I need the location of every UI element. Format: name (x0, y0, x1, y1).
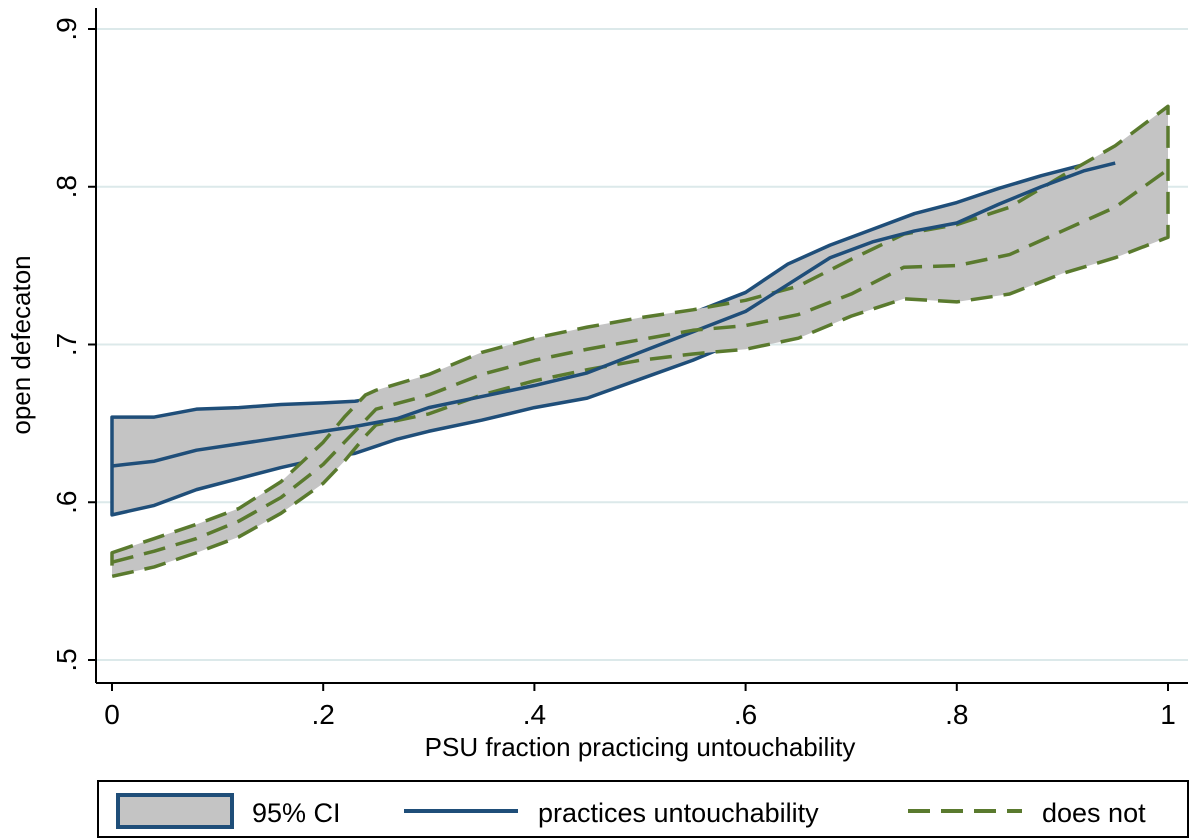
legend-label-dashed: does not (1042, 798, 1146, 828)
axes: .5 .6 .7 .8 .9 0 .2 .4 .6 .8 1 (51, 8, 1188, 730)
y-tick-label-0: .5 (51, 648, 82, 671)
y-tick-label-3: .8 (51, 175, 82, 198)
x-tick-label-1: .2 (312, 699, 335, 730)
ci-band-outline-1 (110, 104, 1170, 579)
legend-box (97, 780, 1189, 838)
y-tick-label-2: .7 (51, 333, 82, 356)
x-tick-label-5: 1 (1160, 699, 1176, 730)
y-tick-label-1: .6 (51, 491, 82, 514)
x-tick-label-2: .4 (523, 699, 546, 730)
x-tick-label-0: 0 (104, 699, 120, 730)
x-tick-label-4: .8 (945, 699, 968, 730)
series-line-0 (111, 161, 1116, 468)
legend: 95% CI practices untouchability does not (97, 780, 1189, 838)
x-axis-title: PSU fraction practicing untouchability (425, 732, 856, 762)
legend-label-ci: 95% CI (252, 798, 341, 828)
legend-key-ci (116, 793, 234, 829)
series-line-1 (111, 167, 1170, 564)
y-axis-title: open defecaton (6, 255, 36, 434)
ci-band-1 (112, 106, 1168, 577)
ci-bands (110, 104, 1170, 579)
series-lines (111, 161, 1170, 564)
x-tick-label-3: .6 (734, 699, 757, 730)
legend-label-solid: practices untouchability (538, 798, 819, 828)
y-tick-label-4: .9 (51, 17, 82, 40)
